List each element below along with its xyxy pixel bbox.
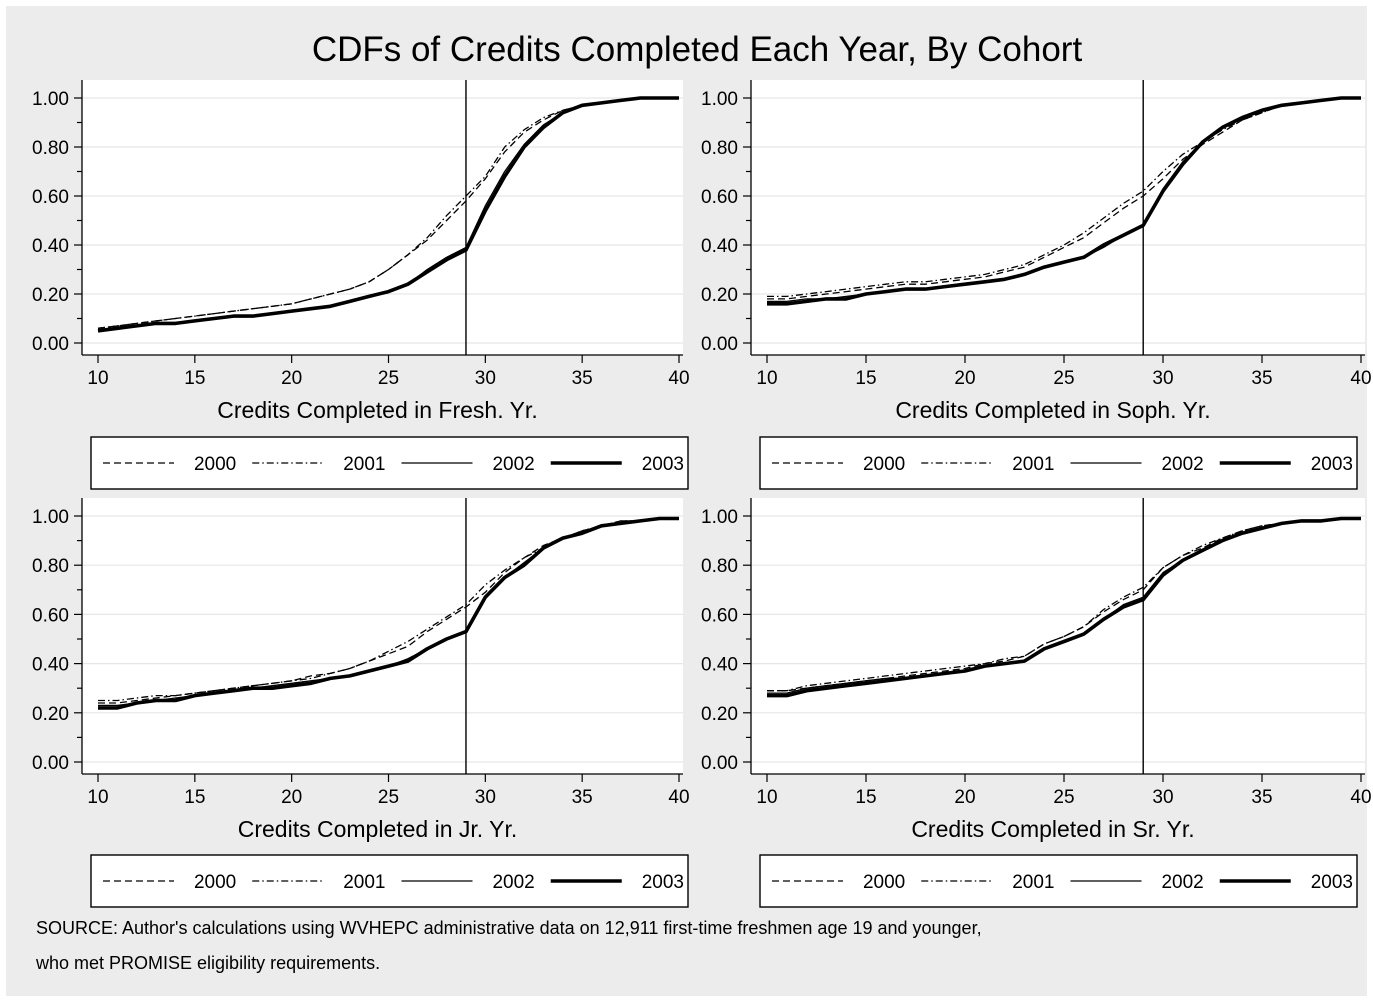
series-line-2001 <box>97 97 679 329</box>
x-tick-label: 25 <box>378 368 399 389</box>
x-tick-label: 40 <box>1350 787 1371 808</box>
legend-box <box>759 436 1358 490</box>
legend-label-2000: 2000 <box>863 454 905 475</box>
x-tick-label: 20 <box>954 787 975 808</box>
y-tick-label: 0.40 <box>701 655 738 676</box>
x-tick-label: 35 <box>572 787 593 808</box>
y-tick-label: 1.00 <box>32 507 69 528</box>
y-tick-label: 1.00 <box>32 89 69 110</box>
y-tick-label: 0.20 <box>32 704 69 725</box>
x-tick-label: 20 <box>954 368 975 389</box>
plot-background <box>751 80 1365 355</box>
legend-label-2001: 2001 <box>343 454 385 475</box>
legend-label-2002: 2002 <box>492 872 534 893</box>
y-tick-label: 0.20 <box>32 285 69 306</box>
y-tick-label: 0.20 <box>701 704 738 725</box>
x-axis-title: Credits Completed in Jr. Yr. <box>238 816 518 842</box>
x-tick-label: 10 <box>756 368 777 389</box>
legend-label-2002: 2002 <box>1161 872 1203 893</box>
legend-label-2003: 2003 <box>1311 872 1353 893</box>
x-tick-label: 10 <box>87 368 108 389</box>
x-tick-label: 30 <box>475 787 496 808</box>
legend-label-2000: 2000 <box>194 454 236 475</box>
y-tick-label: 0.20 <box>701 285 738 306</box>
x-tick-label: 40 <box>668 787 689 808</box>
legend-label-2002: 2002 <box>1161 454 1203 475</box>
x-tick-label: 30 <box>1152 787 1173 808</box>
y-tick-label: 0.80 <box>32 556 69 577</box>
legend-label-2000: 2000 <box>863 872 905 893</box>
x-axis-title: Credits Completed in Sr. Yr. <box>911 816 1194 842</box>
y-tick-label: 0.60 <box>701 187 738 208</box>
x-tick-label: 20 <box>281 368 302 389</box>
y-tick-label: 0.80 <box>32 138 69 159</box>
legend-label-2001: 2001 <box>1012 872 1054 893</box>
x-tick-label: 10 <box>756 787 777 808</box>
plot-background <box>751 498 1365 774</box>
legend-label-2003: 2003 <box>1311 454 1353 475</box>
source-note-line-2: who met PROMISE eligibility requirements… <box>36 953 381 973</box>
y-tick-label: 0.00 <box>32 334 69 355</box>
series-line-2000 <box>97 97 679 329</box>
x-tick-label: 20 <box>281 787 302 808</box>
plot-background <box>82 80 683 355</box>
x-tick-label: 15 <box>855 787 876 808</box>
series-line-2001 <box>767 517 1361 692</box>
legend-label-2003: 2003 <box>642 454 684 475</box>
legend-label-2002: 2002 <box>492 454 534 475</box>
x-tick-label: 40 <box>668 368 689 389</box>
x-axis-title: Credits Completed in Fresh. Yr. <box>217 397 537 423</box>
y-tick-label: 1.00 <box>701 507 738 528</box>
y-tick-label: 0.00 <box>701 334 738 355</box>
x-axis-title: Credits Completed in Soph. Yr. <box>895 397 1210 423</box>
chart-title: CDFs of Credits Completed Each Year, By … <box>311 30 1083 69</box>
series-line-2003 <box>98 516 679 710</box>
x-tick-label: 25 <box>378 787 399 808</box>
x-tick-label: 15 <box>184 787 205 808</box>
y-tick-label: 0.80 <box>701 556 738 577</box>
x-tick-label: 35 <box>1251 368 1272 389</box>
legend-label-2001: 2001 <box>1012 454 1054 475</box>
series-line-2000 <box>767 97 1361 300</box>
x-tick-label: 30 <box>475 368 496 389</box>
x-tick-label: 35 <box>572 368 593 389</box>
legend-label-2003: 2003 <box>642 872 684 893</box>
y-tick-label: 0.00 <box>32 753 69 774</box>
y-tick-label: 0.60 <box>701 605 738 626</box>
legend-label-2001: 2001 <box>343 872 385 893</box>
legend-label-2000: 2000 <box>194 872 236 893</box>
x-tick-label: 25 <box>1053 368 1074 389</box>
y-tick-label: 1.00 <box>701 89 738 110</box>
y-tick-label: 0.00 <box>701 753 738 774</box>
y-tick-label: 0.80 <box>701 138 738 159</box>
series-line-2003 <box>97 96 679 333</box>
x-tick-label: 25 <box>1053 787 1074 808</box>
x-tick-label: 10 <box>87 787 108 808</box>
series-line-2003 <box>767 516 1361 698</box>
chart-panel-1: 0.00 0.20 0.40 0.60 0.80 1.00 10 15 20 25 30 35 40 Cr… <box>32 80 690 490</box>
x-tick-label: 15 <box>184 368 205 389</box>
y-tick-label: 0.40 <box>32 236 69 257</box>
chart-panel-4: 0.00 0.20 0.40 0.60 0.80 1.00 10 15 20 25 30 35 40 Cr… <box>701 498 1372 908</box>
chart-panel-3: 0.00 0.20 0.40 0.60 0.80 1.00 10 15 20 25 30 35 40 Cr… <box>32 498 690 908</box>
y-tick-label: 0.60 <box>32 605 69 626</box>
x-tick-label: 15 <box>855 368 876 389</box>
chart-panel-2: 0.00 0.20 0.40 0.60 0.80 1.00 10 15 20 25 30 35 40 Cr… <box>701 80 1372 490</box>
plot-background <box>82 498 683 774</box>
series-line-2003 <box>767 96 1361 306</box>
x-tick-label: 35 <box>1251 787 1272 808</box>
x-tick-label: 30 <box>1152 368 1173 389</box>
x-tick-label: 40 <box>1350 368 1371 389</box>
series-line-2001 <box>98 517 679 702</box>
y-tick-label: 0.40 <box>701 236 738 257</box>
y-tick-label: 0.40 <box>32 655 69 676</box>
y-tick-label: 0.60 <box>32 187 69 208</box>
source-note-line-1: SOURCE: Author's calculations using WVHE… <box>36 918 982 938</box>
